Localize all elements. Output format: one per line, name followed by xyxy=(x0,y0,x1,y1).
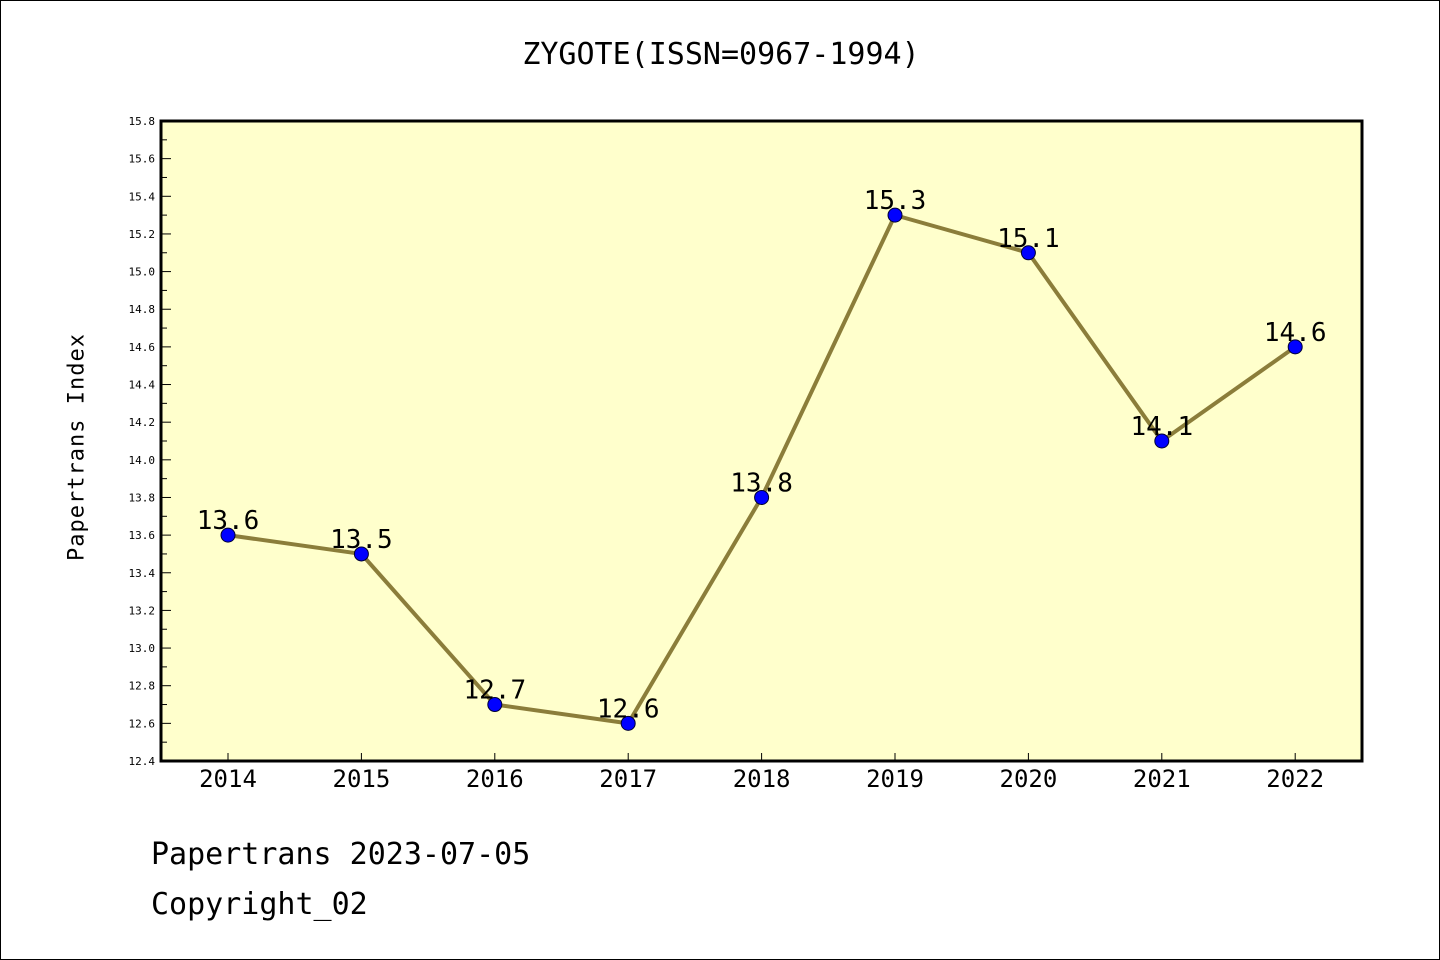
y-tick-label: 13.8 xyxy=(129,491,156,504)
y-tick-label: 14.6 xyxy=(129,341,156,354)
y-axis-ticks: 12.4 12.6 12.8 13.0 13.2 13.4 13.6 13.8 14.0 14.2… xyxy=(129,115,171,768)
x-tick-label: 2015 xyxy=(333,765,391,793)
y-tick-label: 15.4 xyxy=(129,190,156,203)
chart-title: ZYGOTE(ISSN=0967-1994) xyxy=(522,37,920,72)
data-point xyxy=(754,489,770,505)
x-tick-label: 2018 xyxy=(733,765,791,793)
data-point xyxy=(620,715,636,731)
x-tick-label: 2017 xyxy=(599,765,657,793)
x-tick-label: 2019 xyxy=(866,765,924,793)
data-point xyxy=(1020,245,1036,261)
y-tick-label: 14.8 xyxy=(129,303,156,316)
data-label: 14.1 xyxy=(1130,412,1193,442)
data-point xyxy=(220,527,236,543)
y-tick-label: 15.2 xyxy=(129,228,156,241)
data-label: 13.8 xyxy=(730,468,793,498)
y-tick-label: 14.4 xyxy=(129,379,156,392)
y-tick-label: 15.6 xyxy=(129,153,156,166)
x-tick-label: 2022 xyxy=(1266,765,1324,793)
data-label: 15.3 xyxy=(864,186,927,216)
y-tick-label: 13.6 xyxy=(129,529,156,542)
data-point xyxy=(1154,433,1170,449)
y-tick-label: 14.0 xyxy=(129,454,156,467)
y-tick-label: 13.0 xyxy=(129,642,156,655)
data-point xyxy=(487,697,503,713)
data-label: 14.6 xyxy=(1264,318,1327,348)
x-tick-label: 2020 xyxy=(1000,765,1058,793)
footer-copyright: Copyright_02 xyxy=(151,887,368,922)
y-tick-label: 13.2 xyxy=(129,604,156,617)
y-tick-label: 14.2 xyxy=(129,416,156,429)
data-label: 13.5 xyxy=(330,525,393,555)
x-axis-ticks: 2014 2015 2016 2017 2018 2019 2020 2021 2022 xyxy=(199,753,1324,793)
footer-date: Papertrans 2023-07-05 xyxy=(151,837,531,872)
x-tick-label: 2014 xyxy=(199,765,257,793)
data-point xyxy=(1287,339,1303,355)
data-label: 12.6 xyxy=(597,694,660,724)
y-tick-label: 15.8 xyxy=(129,115,156,128)
series-layer xyxy=(220,207,1303,731)
y-tick-label: 15.0 xyxy=(129,266,156,279)
data-labels-layer: 13.6 13.5 12.7 12.6 13.8 15.3 15.1 14.1 14.6 xyxy=(197,186,1327,724)
data-point xyxy=(353,546,369,562)
data-label: 15.1 xyxy=(997,224,1060,254)
data-point xyxy=(887,207,903,223)
x-tick-label: 2021 xyxy=(1133,765,1191,793)
data-label: 12.7 xyxy=(463,676,526,706)
x-tick-label: 2016 xyxy=(466,765,524,793)
data-label: 13.6 xyxy=(197,506,260,536)
y-tick-label: 12.8 xyxy=(129,680,156,693)
y-tick-label: 13.4 xyxy=(129,567,156,580)
y-tick-label: 12.6 xyxy=(129,717,156,730)
y-tick-label: 12.4 xyxy=(129,755,156,768)
